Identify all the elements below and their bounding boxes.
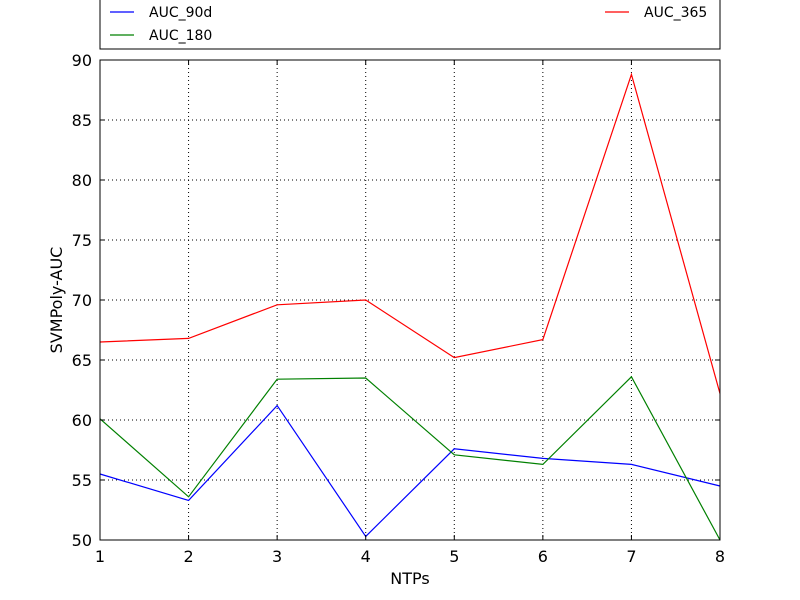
y-tick-label: 80 [72,171,92,190]
y-tick-label: 50 [72,531,92,550]
axis-ticks: 1 2 3 4 5 6 7 8 50 55 60 65 70 75 80 85 90 [72,51,725,566]
legend: AUC_90d AUC_180 AUC_365 [99,0,721,50]
y-tick-label: 85 [72,111,92,130]
x-tick-label: 8 [715,547,725,566]
y-tick-label: 90 [72,51,92,70]
x-tick-label: 3 [272,547,282,566]
y-tick-label: 60 [72,411,92,430]
legend-label-auc-90d: AUC_90d [149,5,212,21]
grid-lines [99,59,721,541]
x-tick-label: 5 [449,547,459,566]
x-tick-label: 6 [538,547,548,566]
y-tick-label: 75 [72,231,92,250]
series-lines [99,72,721,541]
series-line-auc-180 [99,375,721,541]
y-tick-label: 55 [72,471,92,490]
series-line-auc-365 [99,72,721,394]
y-tick-label: 70 [72,291,92,310]
series-line-auc-90d [99,404,721,538]
x-tick-label: 4 [361,547,371,566]
y-axis-label: SVMPoly-AUC [47,247,66,354]
legend-label-auc-180: AUC_180 [149,28,212,44]
legend-label-auc-365: AUC_365 [644,5,707,21]
y-tick-label: 65 [72,351,92,370]
x-tick-label: 2 [183,547,193,566]
x-axis-label: NTPs [390,569,429,588]
x-tick-label: 7 [626,547,636,566]
legend-frame [99,0,721,50]
x-tick-label: 1 [95,547,105,566]
